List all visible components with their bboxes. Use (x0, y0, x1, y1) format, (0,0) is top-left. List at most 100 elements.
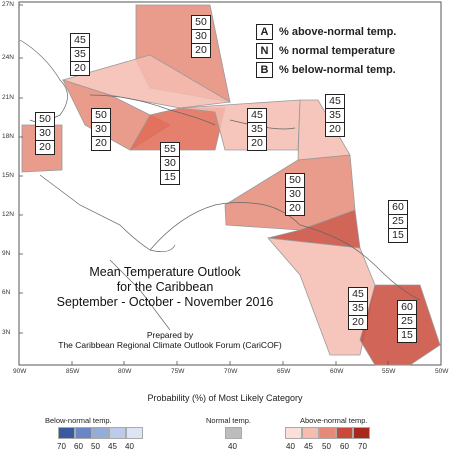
legend-swatch-above (319, 427, 336, 439)
key-row-below: B % below-normal temp. (256, 60, 396, 79)
legend-swatch-above (302, 427, 319, 439)
lon-label: 85W (66, 368, 80, 375)
probability-legend-title: Probability (%) of Most Likely Category (147, 393, 303, 403)
abn-above: 50 (36, 113, 54, 127)
abn-normal: 30 (286, 188, 304, 202)
legend-tick-above: 40 (286, 442, 295, 451)
legend-tick-below: 40 (125, 442, 134, 451)
legend-above-swatches (285, 427, 370, 439)
abn-normal: 30 (192, 30, 210, 44)
category-key: A % above-normal temp. N % normal temper… (256, 22, 396, 79)
title-line-2: for the Caribbean (116, 280, 214, 294)
lat-label: 9N (2, 250, 11, 257)
abn-above: 55 (161, 143, 179, 157)
key-row-normal: N % normal temperature (256, 41, 396, 60)
lat-label: 3N (2, 329, 11, 336)
abn-box-leeward-islands: 45 35 20 (325, 94, 345, 137)
legend-tick-above: 45 (304, 442, 313, 451)
title-line-1: Mean Temperature Outlook (89, 265, 241, 279)
coastlines (19, 39, 421, 331)
prepared-by: Prepared by The Caribbean Regional Clima… (20, 330, 320, 350)
lon-label: 55W (382, 368, 396, 375)
map-title: Mean Temperature Outlook for the Caribbe… (40, 265, 290, 310)
legend-tick-above: 50 (322, 442, 331, 451)
prepared-line-2: The Caribbean Regional Climate Outlook F… (58, 340, 282, 350)
legend-swatch-above (285, 427, 302, 439)
lon-label: 80W (118, 368, 132, 375)
abn-normal: 35 (248, 123, 266, 137)
prepared-line-1: Prepared by (146, 330, 194, 340)
abn-normal: 35 (71, 48, 89, 62)
legend-tick-normal: 40 (228, 442, 237, 451)
abn-above: 45 (349, 288, 367, 302)
legend-normal-label: Normal temp. (206, 416, 252, 425)
abn-above: 60 (398, 301, 416, 315)
abn-below: 20 (95, 137, 107, 149)
lat-label: 21N (2, 94, 14, 101)
abn-above: 45 (326, 95, 344, 109)
abn-normal: 25 (398, 315, 416, 329)
legend-below-label: Below-normal temp. (45, 416, 112, 425)
abn-below: 15 (401, 329, 413, 341)
abn-below: 20 (74, 62, 86, 74)
abn-above: 50 (92, 109, 110, 123)
key-row-above: A % above-normal temp. (256, 22, 396, 41)
abn-normal: 35 (349, 302, 367, 316)
abn-below: 20 (329, 123, 341, 135)
abn-below: 20 (195, 44, 207, 56)
abn-below: 20 (39, 141, 51, 153)
abn-above: 45 (248, 109, 266, 123)
lon-label: 70W (224, 368, 238, 375)
legend-swatch-above (353, 427, 370, 439)
lon-label: 65W (277, 368, 291, 375)
legend-above-label: Above-normal temp. (300, 416, 368, 425)
legend-tick-below: 45 (108, 442, 117, 451)
abn-above: 60 (389, 201, 407, 215)
lat-label: 12N (2, 211, 14, 218)
abn-box-hispaniola: 45 35 20 (247, 108, 267, 151)
abn-box-guyana: 45 35 20 (348, 287, 368, 330)
legend-tick-above: 70 (358, 442, 367, 451)
legend-swatch-below (58, 427, 75, 439)
key-letter-a: A (256, 23, 273, 40)
abn-above: 50 (192, 16, 210, 30)
abn-box-trinidad: 60 25 15 (388, 200, 408, 243)
legend-swatch-below (126, 427, 143, 439)
abn-box-cuba: 50 30 20 (91, 108, 111, 151)
title-line-3: September - October - November 2016 (56, 295, 274, 309)
legend-normal-swatches (225, 427, 242, 439)
legend-swatch-below (92, 427, 109, 439)
legend-swatch-above (336, 427, 353, 439)
legend-tick-above: 60 (340, 442, 349, 451)
abn-normal: 30 (161, 157, 179, 171)
abn-below: 20 (289, 202, 301, 214)
abn-normal: 35 (326, 109, 344, 123)
lat-label: 24N (2, 54, 14, 61)
key-text-above: % above-normal temp. (279, 25, 397, 38)
key-text-below: % below-normal temp. (279, 63, 396, 76)
abn-above: 45 (71, 34, 89, 48)
legend-swatch-normal (225, 427, 242, 439)
abn-below: 15 (164, 171, 176, 183)
abn-box-belize: 50 30 20 (35, 112, 55, 155)
key-letter-n: N (256, 42, 273, 59)
abn-above: 50 (286, 174, 304, 188)
lat-label: 6N (2, 289, 11, 296)
key-text-normal: % normal temperature (279, 44, 396, 57)
abn-below: 20 (251, 137, 263, 149)
key-letter-b: B (256, 61, 273, 78)
lon-label: 90W (13, 368, 27, 375)
abn-normal: 25 (389, 215, 407, 229)
abn-box-windward-islands: 50 30 20 (285, 173, 305, 216)
abn-below: 15 (392, 229, 404, 241)
legend-tick-below: 60 (74, 442, 83, 451)
abn-normal: 30 (92, 123, 110, 137)
lon-label: 60W (330, 368, 344, 375)
abn-box-jamaica: 55 30 15 (160, 142, 180, 185)
abn-box-suriname: 60 25 15 (397, 300, 417, 343)
legend-tick-below: 50 (91, 442, 100, 451)
abn-below: 20 (352, 316, 364, 328)
legend-below-swatches (58, 427, 143, 439)
legend-swatch-below (109, 427, 126, 439)
lon-label: 75W (171, 368, 185, 375)
